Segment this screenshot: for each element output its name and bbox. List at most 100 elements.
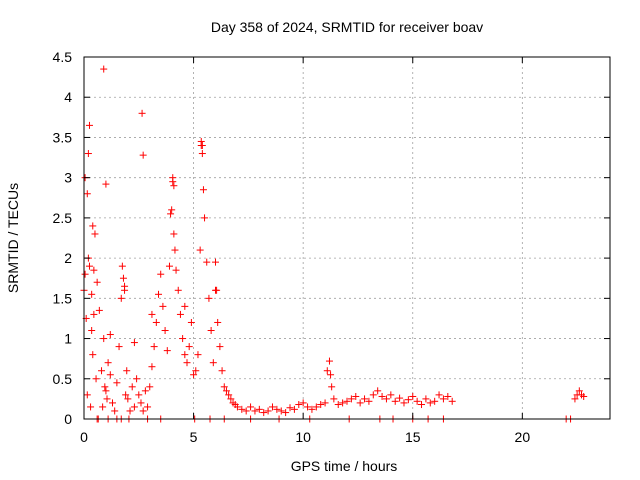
data-point [426,399,434,407]
data-point [118,262,126,270]
data-point [100,335,108,343]
data-point [413,397,421,405]
data-point [387,391,395,399]
data-point [170,182,178,190]
data-point [119,274,127,282]
data-point [139,151,147,159]
data-point [220,383,228,391]
data-point [121,286,129,294]
data-point [299,399,307,407]
data-point [444,392,452,400]
data-point [102,387,110,395]
data-point [334,401,342,409]
data-point [165,262,173,270]
data-point [87,403,95,411]
y-tick-label: 0.5 [53,371,73,387]
data-point [161,327,169,335]
data-point [213,286,221,294]
data-point [113,379,121,387]
y-tick-label: 3 [64,170,72,186]
data-point [209,359,217,367]
data-point [137,399,145,407]
data-point [382,395,390,403]
data-point [264,407,272,415]
y-tick-labels: 0 0.5 1 1.5 2 2.5 3 3.5 4 4.5 [53,49,73,427]
data-point [203,258,211,266]
data-point [260,409,268,417]
data-point [327,371,335,379]
data-point [352,392,360,400]
data-point [448,397,456,405]
data-point [135,391,143,399]
data-point [170,230,178,238]
x-tick-label: 10 [295,429,311,445]
x-tick-label: 15 [405,429,421,445]
data-point [290,405,298,413]
data-point [176,310,184,318]
data-point [171,246,179,254]
data-point [347,395,355,403]
data-point [85,121,93,129]
data-point [396,394,404,402]
data-point [123,367,131,375]
data-point [192,367,200,375]
data-point [247,403,255,411]
data-point [580,392,588,400]
data-point [308,405,316,413]
data-point [255,405,263,413]
data-point [286,404,294,412]
data-point [81,270,89,278]
data-point [207,327,215,335]
data-point [84,150,92,158]
data-point [148,310,156,318]
data-point [218,367,226,375]
data-point [201,214,209,222]
data-point [89,351,97,359]
x-tick-labels: 0 5 10 15 20 [80,429,530,445]
data-point [328,383,336,391]
data-point [85,262,93,270]
data-point [378,392,386,400]
data-point [194,351,202,359]
data-point [146,383,154,391]
data-point [138,109,146,117]
data-point [312,403,320,411]
data-point [181,302,189,310]
x-axis-label: GPS time / hours [291,458,398,474]
data-point [391,397,399,405]
data-point [216,343,224,351]
data-point [157,270,165,278]
data-point [185,343,193,351]
data-point [148,363,156,371]
x-tick-label: 5 [190,429,198,445]
data-point [117,294,125,302]
data-point [108,399,116,407]
data-point [374,387,382,395]
data-point [435,391,443,399]
data-point [133,375,141,383]
data-point [152,318,160,326]
data-point [317,401,325,409]
data-point [418,401,426,409]
data-point [321,399,329,407]
y-tick-label: 3.5 [53,129,73,145]
data-point [197,137,205,145]
y-tick-label: 1.5 [53,290,73,306]
data-point [295,401,303,409]
data-point [83,391,91,399]
y-tick-label: 1 [64,331,72,347]
data-point [439,395,447,403]
y-tick-label: 4.5 [53,49,73,65]
data-point [130,339,138,347]
data-point [100,65,108,73]
data-point [404,396,412,404]
data-point [103,395,111,403]
data-point [214,318,222,326]
data-point [122,391,130,399]
data-point [139,407,147,415]
data-point [304,403,312,411]
data-point [205,294,213,302]
grid-lines [84,57,610,419]
data-point [115,343,123,351]
